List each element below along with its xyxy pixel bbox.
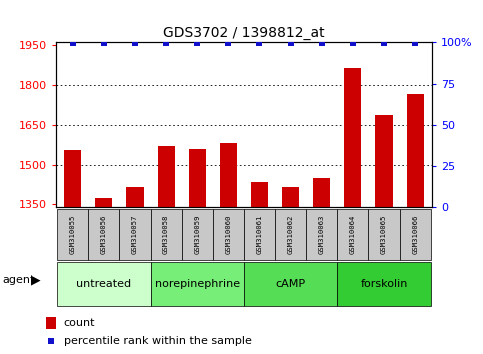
Bar: [337, 209, 369, 260]
Text: cAMP: cAMP: [276, 279, 306, 289]
Text: GSM310056: GSM310056: [101, 215, 107, 254]
Bar: [344, 68, 361, 207]
Text: percentile rank within the sample: percentile rank within the sample: [64, 336, 252, 346]
Text: count: count: [64, 318, 95, 328]
Text: forskolin: forskolin: [360, 279, 408, 289]
Text: GSM310059: GSM310059: [194, 215, 200, 254]
Title: GDS3702 / 1398812_at: GDS3702 / 1398812_at: [163, 26, 325, 40]
Bar: [369, 209, 399, 260]
Bar: [88, 209, 119, 260]
Bar: [151, 262, 244, 306]
Text: GSM310060: GSM310060: [226, 215, 231, 254]
Text: GSM310065: GSM310065: [381, 215, 387, 254]
Bar: [251, 182, 268, 207]
Bar: [220, 143, 237, 207]
Bar: [399, 209, 431, 260]
Text: norepinephrine: norepinephrine: [155, 279, 240, 289]
Bar: [95, 198, 113, 207]
Text: GSM310062: GSM310062: [287, 215, 294, 254]
Bar: [57, 209, 88, 260]
Bar: [182, 209, 213, 260]
Bar: [282, 187, 299, 207]
Bar: [275, 209, 306, 260]
Text: ▶: ▶: [31, 273, 41, 286]
Bar: [313, 178, 330, 207]
Bar: [151, 209, 182, 260]
Text: GSM310058: GSM310058: [163, 215, 169, 254]
Bar: [244, 262, 337, 306]
Text: GSM310063: GSM310063: [319, 215, 325, 254]
Bar: [213, 209, 244, 260]
Bar: [244, 209, 275, 260]
Text: GSM310057: GSM310057: [132, 215, 138, 254]
Bar: [64, 150, 81, 207]
Text: GSM310066: GSM310066: [412, 215, 418, 254]
Text: GSM310064: GSM310064: [350, 215, 356, 254]
Bar: [127, 187, 143, 207]
Bar: [407, 94, 424, 207]
Bar: [189, 149, 206, 207]
Bar: [337, 262, 431, 306]
Text: untreated: untreated: [76, 279, 131, 289]
Text: GSM310061: GSM310061: [256, 215, 262, 254]
Bar: [375, 115, 393, 207]
Bar: [157, 146, 175, 207]
Text: GSM310055: GSM310055: [70, 215, 76, 254]
Bar: [119, 209, 151, 260]
Bar: [57, 262, 151, 306]
Bar: [46, 317, 56, 329]
Text: agent: agent: [2, 275, 35, 285]
Bar: [306, 209, 337, 260]
